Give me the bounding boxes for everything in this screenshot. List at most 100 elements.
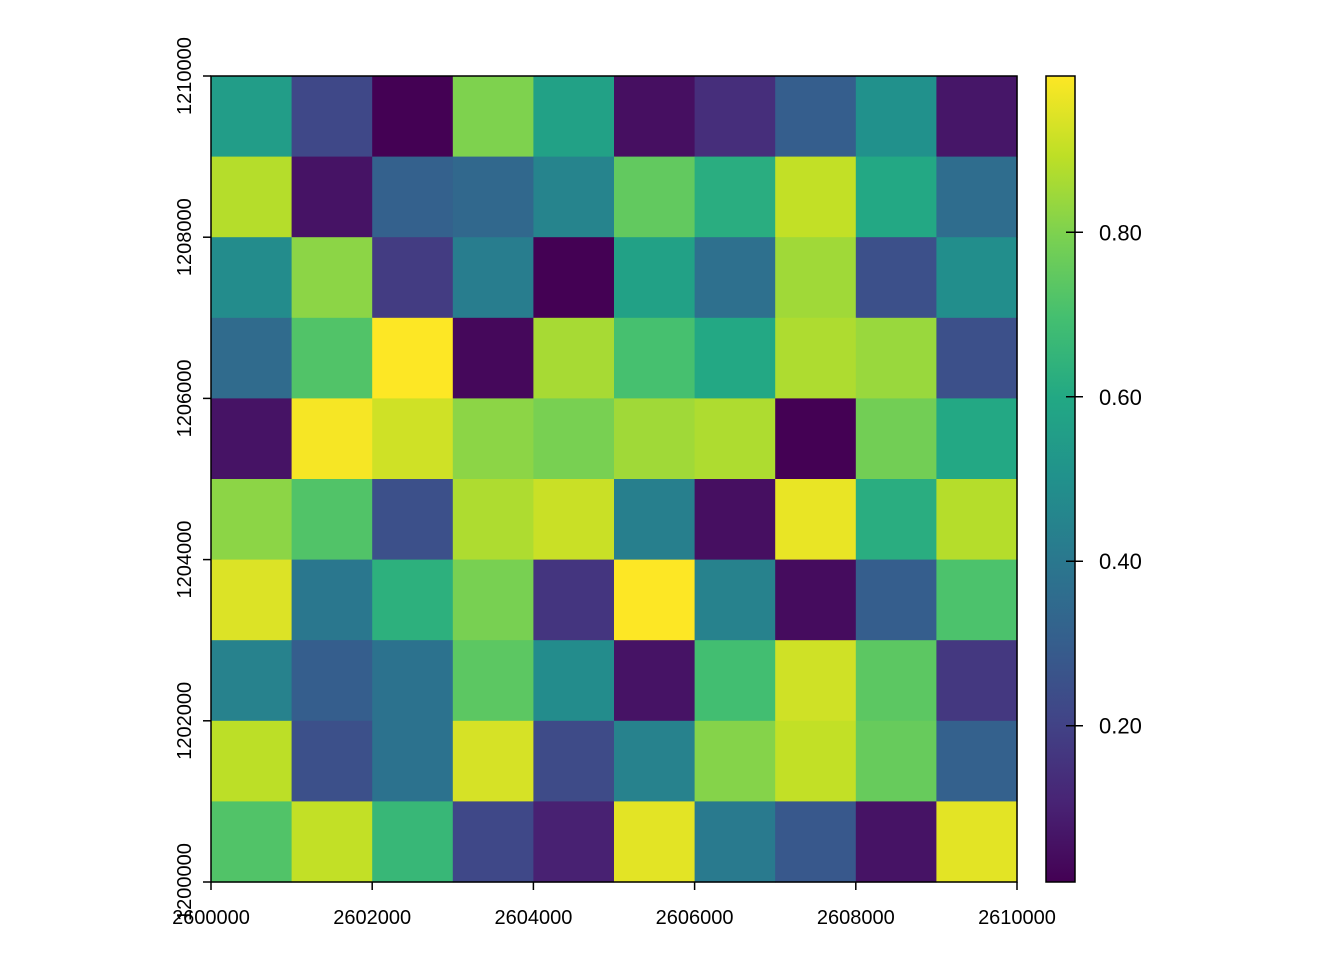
raster-cell: [855, 317, 937, 399]
raster-cell: [452, 801, 534, 883]
raster-cell: [533, 479, 615, 561]
raster-cell: [452, 640, 534, 722]
x-tick-label: 2604000: [494, 907, 572, 929]
raster-cell: [452, 237, 534, 319]
raster-cell: [694, 559, 776, 641]
y-tick-label: 1200000: [174, 843, 196, 921]
colorbar-tick-label: 0.20: [1099, 714, 1142, 739]
raster-cell: [211, 720, 293, 802]
raster-cell: [936, 76, 1018, 158]
raster-cell: [211, 237, 293, 319]
raster-cell: [855, 398, 937, 480]
raster-cell: [372, 559, 454, 641]
x-axis: 2600000 2602000 2604000 2606000 2608000 26100…: [172, 882, 1056, 929]
y-tick-label: 1204000: [174, 521, 196, 599]
raster-cell: [614, 317, 696, 399]
raster-cell: [936, 317, 1018, 399]
plot-border: [210, 75, 1018, 883]
raster-cell: [694, 156, 776, 238]
raster-cell: [533, 801, 615, 883]
raster-cell: [452, 479, 534, 561]
raster-cell: [372, 801, 454, 883]
x-tick-label: 2600000: [172, 907, 250, 929]
raster-cell: [694, 237, 776, 319]
raster-cell: [775, 317, 857, 399]
y-tick-label: 1206000: [174, 359, 196, 437]
raster-cell: [936, 237, 1018, 319]
raster-cell: [291, 398, 373, 480]
raster-cell: [614, 720, 696, 802]
raster-cell: [855, 720, 937, 802]
raster-cell: [775, 559, 857, 641]
y-tick-label: 1208000: [174, 198, 196, 276]
raster-cell: [533, 720, 615, 802]
raster-cell: [775, 76, 857, 158]
raster-cell: [694, 317, 776, 399]
x-tick-label: 2610000: [978, 907, 1056, 929]
colorbar-tick-label: 0.40: [1099, 549, 1142, 574]
raster-cell: [452, 156, 534, 238]
raster-cell: [452, 317, 534, 399]
raster-cell: [211, 317, 293, 399]
raster-cell: [452, 559, 534, 641]
raster-cell: [452, 76, 534, 158]
raster-cell: [614, 237, 696, 319]
raster-cell: [936, 640, 1018, 722]
raster-cell: [291, 479, 373, 561]
raster-cell: [211, 156, 293, 238]
raster-cell: [372, 479, 454, 561]
raster-cell: [533, 76, 615, 158]
raster-cell: [775, 479, 857, 561]
raster-cell: [211, 801, 293, 883]
raster-cell: [211, 398, 293, 480]
raster-cell: [855, 479, 937, 561]
raster-cell: [372, 237, 454, 319]
raster-cell: [372, 76, 454, 158]
raster-cell: [855, 640, 937, 722]
x-tick-label: 2608000: [817, 907, 895, 929]
raster-cell: [452, 720, 534, 802]
raster-cell: [694, 76, 776, 158]
raster-cell: [372, 720, 454, 802]
raster-cell: [533, 398, 615, 480]
raster-cell: [614, 479, 696, 561]
raster-cell: [291, 559, 373, 641]
raster-cell: [211, 479, 293, 561]
raster-cell: [291, 801, 373, 883]
raster-cell: [936, 559, 1018, 641]
raster-cell: [775, 237, 857, 319]
raster-cell: [694, 398, 776, 480]
y-tick-label: 1210000: [174, 37, 196, 115]
raster-cell: [936, 479, 1018, 561]
raster-cell: [211, 640, 293, 722]
raster-cell: [533, 640, 615, 722]
raster-cell: [614, 156, 696, 238]
raster-cell: [855, 76, 937, 158]
raster-cell: [291, 156, 373, 238]
raster-cell: [291, 317, 373, 399]
raster-cell: [855, 156, 937, 238]
colorbar: 0.20 0.40 0.60 0.80: [1045, 75, 1142, 883]
raster-cell: [291, 640, 373, 722]
raster-cell: [936, 156, 1018, 238]
raster-cell: [936, 801, 1018, 883]
raster-cell: [211, 559, 293, 641]
x-tick-label: 2606000: [656, 907, 734, 929]
plot-frame: [210, 75, 1018, 883]
raster-cell: [855, 801, 937, 883]
raster-cell: [452, 398, 534, 480]
raster-cell: [614, 76, 696, 158]
raster-cell: [533, 559, 615, 641]
raster-cell: [614, 640, 696, 722]
raster-cell: [775, 801, 857, 883]
raster-cell: [372, 640, 454, 722]
raster-cell: [372, 156, 454, 238]
raster-cell: [694, 640, 776, 722]
raster-cells: [211, 76, 1018, 883]
raster-cell: [936, 720, 1018, 802]
raster-cell: [936, 398, 1018, 480]
raster-cell: [291, 76, 373, 158]
colorbar-tick-label: 0.60: [1099, 385, 1142, 410]
